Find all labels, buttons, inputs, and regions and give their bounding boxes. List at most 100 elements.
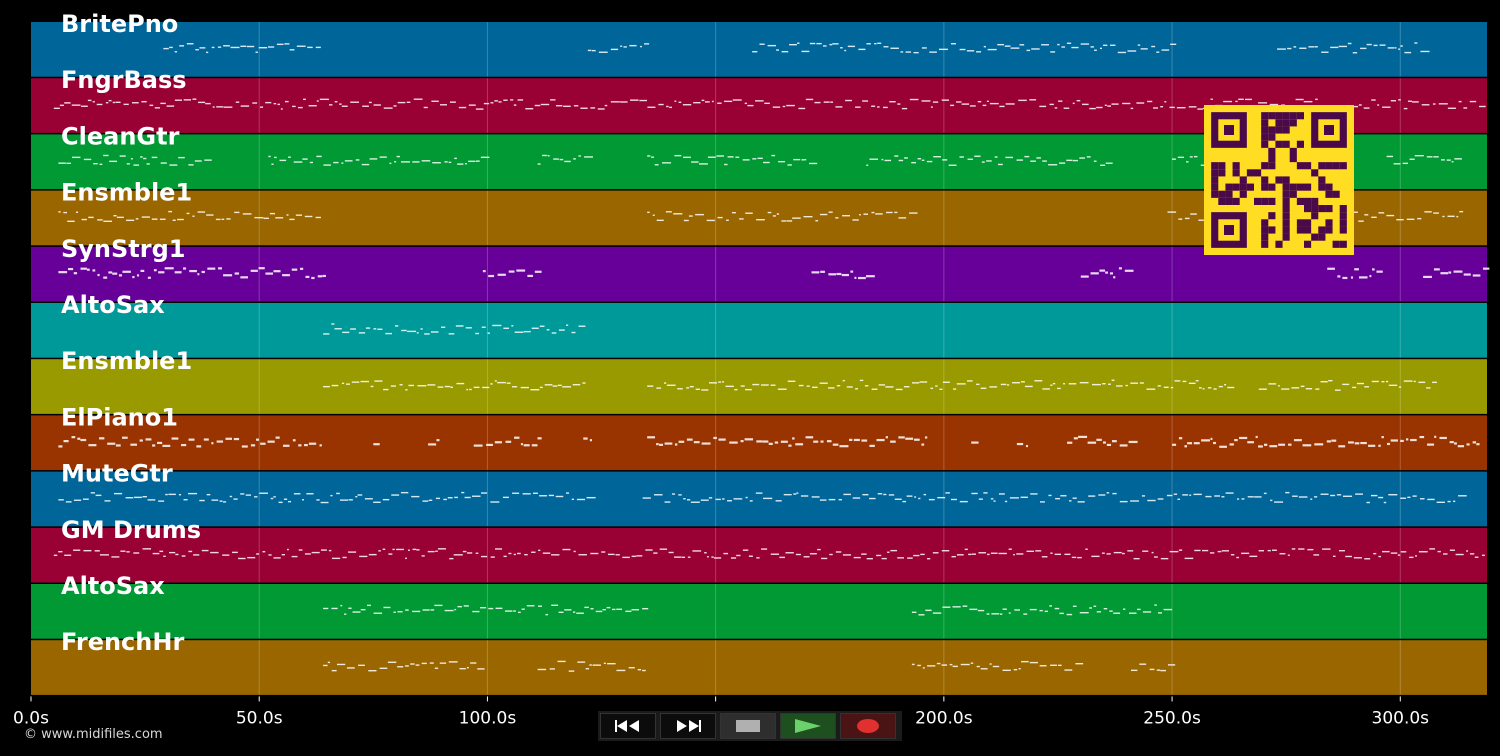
note	[706, 219, 715, 222]
note	[323, 664, 328, 667]
note	[408, 384, 414, 387]
track-lane[interactable]: FrenchHr	[31, 628, 1487, 695]
note	[669, 106, 673, 109]
note	[151, 156, 158, 159]
note	[329, 104, 333, 106]
note	[722, 381, 725, 383]
note	[1079, 381, 1089, 384]
note	[691, 161, 699, 163]
note	[99, 437, 105, 440]
track-lane[interactable]: GM Drums	[31, 516, 1487, 583]
note	[999, 613, 1003, 615]
note	[1016, 442, 1024, 446]
note	[546, 329, 550, 331]
note	[1308, 46, 1315, 48]
note	[1091, 383, 1101, 386]
note	[1124, 269, 1134, 272]
note	[1050, 552, 1053, 554]
qr-module	[1311, 169, 1319, 177]
note	[159, 218, 166, 220]
qr-module	[1318, 176, 1326, 184]
fast-forward-button[interactable]	[660, 713, 716, 739]
note	[671, 493, 676, 495]
note	[1360, 441, 1367, 445]
note	[1186, 161, 1189, 163]
play-icon	[795, 719, 821, 733]
qr-module	[1239, 183, 1247, 191]
note	[734, 388, 738, 391]
qr-module	[1261, 162, 1269, 170]
note	[1178, 437, 1183, 440]
track-lane[interactable]: BritePno	[31, 10, 1487, 77]
note	[421, 555, 425, 557]
note	[1082, 103, 1089, 106]
note	[1156, 51, 1160, 53]
note	[58, 271, 68, 274]
note	[211, 46, 215, 49]
note	[601, 551, 606, 553]
note	[809, 162, 818, 165]
track-lane[interactable]: AltoSax	[31, 291, 1487, 358]
note	[203, 438, 209, 441]
note	[642, 497, 651, 499]
note	[115, 444, 121, 447]
note	[524, 553, 528, 556]
note	[1342, 276, 1348, 280]
qr-module	[1339, 162, 1347, 170]
track-lane[interactable]: AltoSax	[31, 572, 1487, 639]
note	[739, 218, 744, 220]
track-lane[interactable]: MuteGtr	[31, 460, 1487, 527]
note	[855, 106, 861, 108]
note	[1247, 441, 1254, 444]
note	[674, 154, 682, 157]
note	[1350, 211, 1358, 213]
note	[420, 328, 423, 330]
note	[686, 387, 690, 389]
rewind-button[interactable]	[600, 713, 656, 739]
qr-module	[1261, 119, 1269, 127]
track-lane[interactable]: SynStrg1	[31, 235, 1490, 302]
note	[80, 438, 87, 442]
note	[1130, 382, 1139, 384]
note	[186, 43, 194, 45]
note	[735, 156, 740, 158]
note	[1094, 49, 1097, 51]
qr-module	[1232, 183, 1240, 191]
note	[1400, 551, 1407, 553]
stop-button[interactable]	[720, 713, 776, 739]
note	[360, 380, 370, 383]
note	[881, 557, 887, 560]
note	[926, 160, 933, 163]
note	[1036, 157, 1041, 159]
note	[405, 609, 409, 611]
note	[1258, 550, 1264, 552]
note	[229, 495, 233, 498]
note	[835, 106, 843, 108]
note	[847, 45, 856, 48]
note	[192, 98, 197, 100]
qr-module	[1311, 212, 1319, 220]
note	[1295, 98, 1304, 101]
track-lane[interactable]: Ensmble1	[31, 347, 1487, 414]
transport-controls	[598, 711, 902, 741]
track-lane[interactable]: ElPiano1	[31, 403, 1487, 471]
note	[1446, 159, 1451, 161]
note	[432, 162, 441, 164]
note	[888, 494, 895, 496]
note	[358, 332, 366, 334]
note	[796, 492, 799, 494]
note	[836, 384, 841, 387]
note	[156, 441, 163, 445]
note	[951, 555, 956, 558]
note	[88, 216, 94, 219]
record-button[interactable]	[840, 713, 896, 739]
note	[989, 102, 999, 105]
note	[1350, 105, 1359, 108]
note	[962, 605, 968, 607]
note	[490, 501, 500, 503]
note	[503, 555, 507, 558]
note	[258, 267, 265, 270]
note	[700, 499, 709, 501]
play-button[interactable]	[780, 713, 836, 739]
note	[952, 606, 961, 608]
